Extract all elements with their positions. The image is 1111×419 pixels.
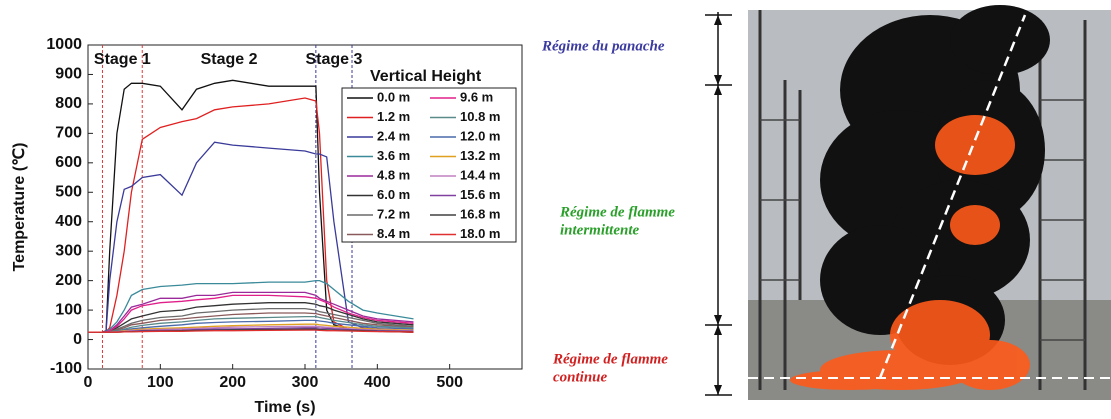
legend-label: 4.8 m <box>377 167 410 182</box>
regime-arrows <box>705 12 732 396</box>
regime-label: Régime de flamme <box>552 351 668 367</box>
series-line <box>88 294 414 333</box>
legend-label: 7.2 m <box>377 206 410 221</box>
photo <box>748 5 1111 400</box>
legend-label: 14.4 m <box>460 167 500 182</box>
series-line <box>88 329 414 333</box>
legend-label: 18.0 m <box>460 226 500 241</box>
x-tick-label: 0 <box>84 374 93 391</box>
x-tick-label: 300 <box>292 374 319 391</box>
series-line <box>88 279 414 333</box>
y-tick-label: 700 <box>55 125 82 142</box>
legend-label: 16.8 m <box>460 206 500 221</box>
y-tick-label: -100 <box>50 360 82 377</box>
legend-label: 1.2 m <box>377 109 410 124</box>
y-tick-label: 300 <box>55 242 82 259</box>
legend-label: 10.8 m <box>460 109 500 124</box>
regime-label: continue <box>553 369 608 385</box>
legend-label: 0.0 m <box>377 89 410 104</box>
x-tick-label: 200 <box>219 374 246 391</box>
y-tick-label: 100 <box>55 301 82 318</box>
legend-label: 8.4 m <box>377 226 410 241</box>
stage-label: Stage 1 <box>94 51 151 68</box>
regime-label: Régime de flamme <box>559 204 675 220</box>
x-tick-label: 100 <box>147 374 174 391</box>
series-line <box>88 291 414 333</box>
x-tick-label: 500 <box>436 374 463 391</box>
y-axis-title: Temperature (℃) <box>11 143 28 272</box>
legend-label: 13.2 m <box>460 148 500 163</box>
y-tick-label: 200 <box>55 272 82 289</box>
x-axis-title: Time (s) <box>254 399 315 416</box>
regime-label: Régime du panache <box>541 38 665 54</box>
y-tick-label: 1000 <box>46 36 82 53</box>
legend-label: 12.0 m <box>460 128 500 143</box>
stage-label: Stage 2 <box>201 51 258 68</box>
y-tick-label: 900 <box>55 66 82 83</box>
y-tick-label: 400 <box>55 213 82 230</box>
legend-label: 6.0 m <box>377 187 410 202</box>
legend-label: 15.6 m <box>460 187 500 202</box>
x-tick-label: 400 <box>364 374 391 391</box>
stage-label: Stage 3 <box>305 51 362 68</box>
series-line <box>88 302 414 333</box>
y-tick-label: 500 <box>55 183 82 200</box>
series-line <box>88 141 414 333</box>
legend-label: 9.6 m <box>460 89 493 104</box>
y-tick-label: 800 <box>55 95 82 112</box>
legend-label: 2.4 m <box>377 128 410 143</box>
y-tick-label: 0 <box>73 331 82 348</box>
regime-label: intermittente <box>560 222 640 238</box>
y-tick-label: 600 <box>55 154 82 171</box>
legend-label: 3.6 m <box>377 148 410 163</box>
legend-box <box>341 87 517 243</box>
legend-title: Vertical Height <box>370 68 482 85</box>
